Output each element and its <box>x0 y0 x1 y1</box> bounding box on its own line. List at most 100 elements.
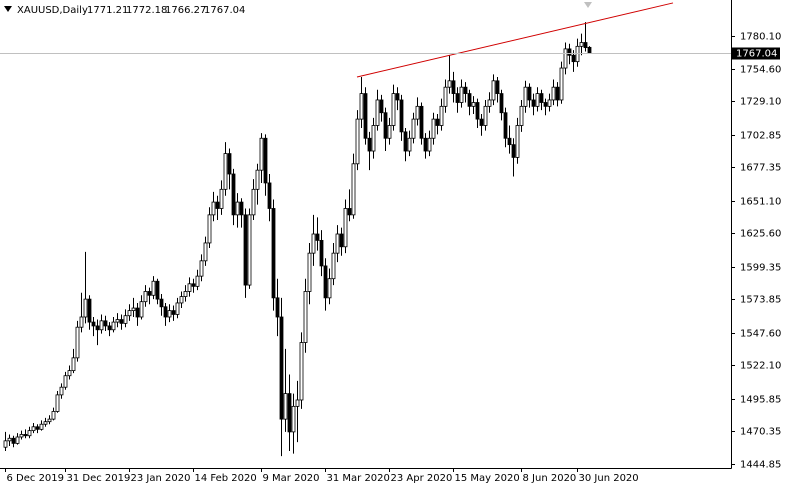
candle-body <box>551 86 556 101</box>
candle-body <box>567 48 572 56</box>
x-tick-label: 6 Dec 2019 <box>7 473 65 484</box>
candle-body <box>63 375 68 388</box>
candle-body <box>315 233 320 241</box>
candle-body <box>563 48 568 69</box>
x-tick-label: 14 Feb 2020 <box>195 473 257 484</box>
candle-body <box>407 137 412 152</box>
candle-body <box>499 93 504 114</box>
candle-body <box>79 316 84 328</box>
candle-body <box>495 80 500 94</box>
candle-body <box>11 437 16 444</box>
candle-body <box>267 182 272 209</box>
candle-body <box>447 80 452 88</box>
trend-line <box>356 2 674 78</box>
candle-body <box>215 201 220 209</box>
x-tick-label: 15 May 2020 <box>455 473 520 484</box>
candle-body <box>59 386 64 396</box>
candle-body <box>523 86 528 107</box>
candle-body <box>199 260 204 277</box>
candle-body <box>391 93 396 126</box>
candle-body <box>571 54 576 63</box>
candle-body <box>395 93 400 101</box>
candle-body <box>319 239 324 267</box>
candle-body <box>483 105 488 126</box>
x-tick-label: 31 Dec 2019 <box>67 473 131 484</box>
candle-body <box>19 434 24 438</box>
candle-body <box>519 105 524 126</box>
x-tick-label: 8 Jun 2020 <box>523 473 577 484</box>
candle-body <box>271 208 276 299</box>
candle-body <box>403 131 408 152</box>
candle-body <box>183 291 188 297</box>
y-tick-label: 1495.85 <box>740 395 781 406</box>
candle-body <box>39 423 44 430</box>
candle-body <box>335 233 340 254</box>
candle-body <box>471 102 476 107</box>
candle-body <box>27 430 32 437</box>
candle-body <box>75 326 80 359</box>
candle-body <box>515 125 520 158</box>
candle-body <box>31 426 36 432</box>
candle-body <box>15 436 20 444</box>
candle-body <box>451 80 456 94</box>
candle-body <box>211 201 216 216</box>
candle-body <box>99 320 104 331</box>
candle-body <box>47 418 52 423</box>
candle-body <box>543 102 548 107</box>
low-value: 1766.27 <box>165 5 206 16</box>
candle-body <box>367 137 372 152</box>
y-tick-label: 1780.10 <box>740 32 781 43</box>
close-value: 1767.04 <box>204 5 245 16</box>
candle-body <box>443 86 448 107</box>
candle-body <box>111 321 116 331</box>
x-tick-label: 31 Mar 2020 <box>327 473 390 484</box>
header: XAUUSD,Daily 1771.21 1772.18 1766.27 176… <box>4 5 245 16</box>
x-tick-label: 9 Mar 2020 <box>263 473 320 484</box>
price-label-box <box>732 47 780 60</box>
candle-body <box>327 278 332 299</box>
candle-body <box>583 42 588 49</box>
candle-body <box>339 233 344 248</box>
candle-body <box>171 310 176 315</box>
candle-body <box>291 405 296 433</box>
candle-body <box>219 188 224 209</box>
candle-body <box>143 291 148 303</box>
y-tick-label: 1522.10 <box>740 361 781 372</box>
candle-body <box>255 169 260 190</box>
candle-body <box>503 112 508 139</box>
y-tick-label: 1651.10 <box>740 197 781 208</box>
candle-body <box>467 93 472 107</box>
y-tick-label: 1677.35 <box>740 163 781 174</box>
candle-body <box>51 411 56 420</box>
candle-body <box>511 144 516 158</box>
candle-body <box>179 296 184 304</box>
candle-body <box>507 137 512 146</box>
candle-body <box>423 137 428 152</box>
y-tick-label: 1702.85 <box>740 131 781 142</box>
candle-body <box>151 280 156 296</box>
candle-body <box>311 233 316 254</box>
candle-body <box>155 280 160 300</box>
symbol: XAUUSD,Daily <box>17 5 88 16</box>
candle-body <box>579 42 584 47</box>
candle-body <box>55 394 60 412</box>
candle-body <box>243 214 248 286</box>
candle-body <box>587 46 592 54</box>
candle-body <box>83 298 88 318</box>
high-value: 1772.18 <box>126 5 167 16</box>
candle-body <box>187 283 192 292</box>
candle-body <box>295 399 300 407</box>
candle-body <box>419 105 424 139</box>
candle-body <box>103 320 108 327</box>
candle-body <box>547 99 552 107</box>
y-tick-label: 1754.60 <box>740 65 781 76</box>
candle-body <box>207 214 212 244</box>
candle-body <box>379 99 384 114</box>
candle-body <box>191 283 196 287</box>
candle-body <box>127 310 132 317</box>
candle-body <box>175 302 180 315</box>
candle-body <box>355 118 360 165</box>
y-tick-label: 1729.10 <box>740 97 781 108</box>
candle-body <box>287 393 292 433</box>
